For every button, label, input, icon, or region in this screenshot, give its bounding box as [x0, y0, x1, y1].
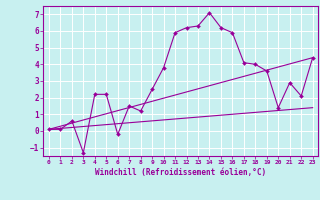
X-axis label: Windchill (Refroidissement éolien,°C): Windchill (Refroidissement éolien,°C)	[95, 168, 266, 177]
